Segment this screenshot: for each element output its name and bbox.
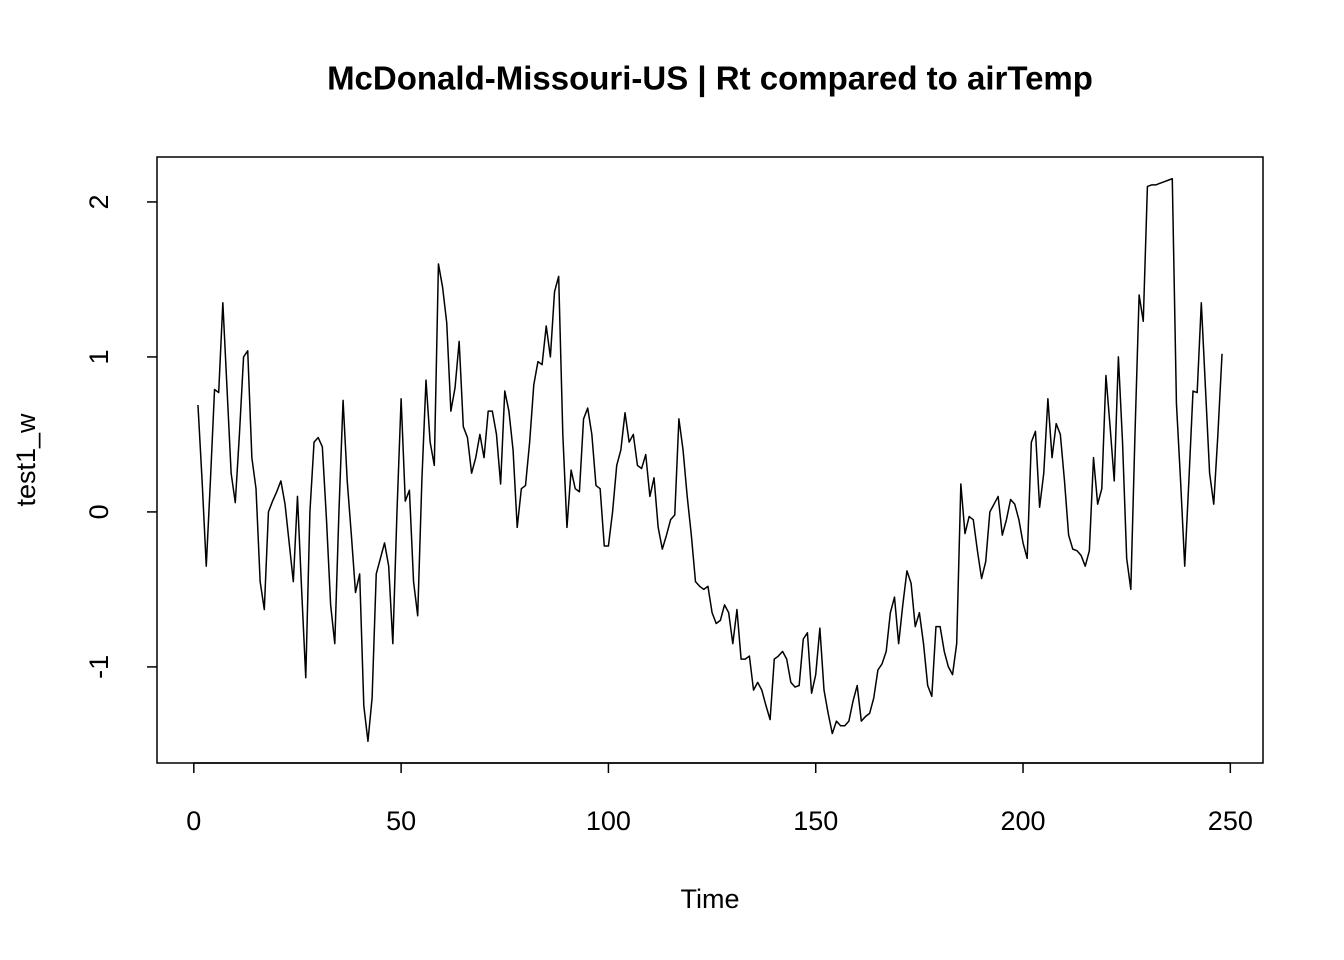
data-line <box>197 177 1223 743</box>
y-tick-label: 1 <box>84 349 114 364</box>
x-tick-label: 150 <box>793 806 838 836</box>
x-tick-label: 200 <box>1000 806 1045 836</box>
y-tick-label: 2 <box>84 194 114 209</box>
x-tick-label: 0 <box>186 806 201 836</box>
x-axis-label: Time <box>681 884 740 914</box>
x-tick-label: 250 <box>1208 806 1253 836</box>
chart-title: McDonald-Missouri-US | Rt compared to ai… <box>327 60 1093 97</box>
y-tick-label: 0 <box>84 504 114 519</box>
y-tick-label: -1 <box>84 655 114 679</box>
x-tick-label: 50 <box>386 806 416 836</box>
x-tick-label: 100 <box>586 806 631 836</box>
y-axis-label: test1_w <box>11 413 41 507</box>
